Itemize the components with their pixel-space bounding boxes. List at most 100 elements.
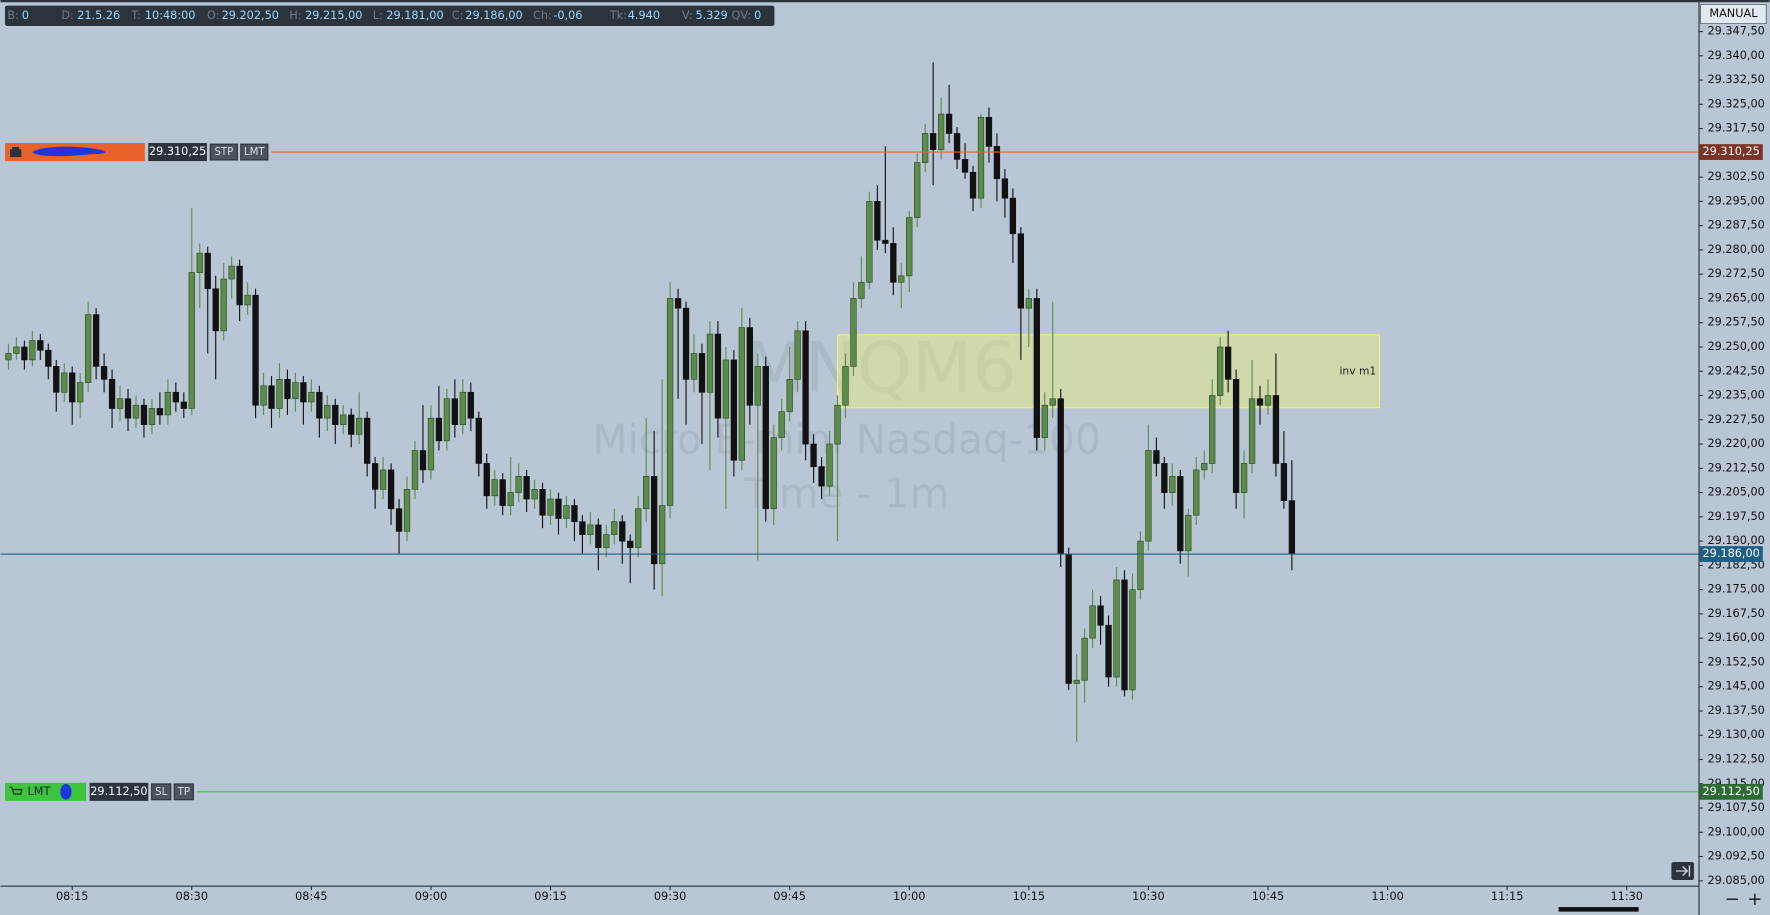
candle-body — [451, 398, 459, 425]
order-button[interactable] — [173, 783, 194, 801]
candle-body — [13, 346, 20, 354]
y-tick-label: 29.325,00 — [1707, 97, 1764, 110]
candle-body — [268, 385, 275, 409]
candle-body — [475, 417, 482, 464]
info-label: T: — [130, 9, 140, 22]
candle-body — [658, 505, 666, 565]
candle-body — [1288, 500, 1296, 555]
y-tick-label: 29.287,50 — [1707, 219, 1764, 232]
y-tick-label: 29.197,50 — [1707, 510, 1764, 523]
y-tick-label: 29.265,00 — [1707, 291, 1764, 304]
candle-body — [714, 333, 722, 419]
order-price-tag — [1699, 144, 1763, 160]
candle-body — [914, 162, 921, 218]
mode-box[interactable] — [1700, 4, 1767, 24]
x-tick-label: 08:30 — [176, 890, 208, 903]
candle-body — [507, 492, 514, 506]
order-price[interactable]: 29.310,25 — [149, 145, 206, 158]
y-tick-label: 29.332,50 — [1707, 73, 1764, 86]
candle-body — [292, 382, 299, 400]
candle-body — [1232, 379, 1240, 493]
order-button-label[interactable]: LMT — [244, 147, 265, 158]
candle-body — [866, 201, 873, 283]
y-tick-label: 29.227,50 — [1707, 413, 1764, 426]
y-tick-label: 29.280,00 — [1707, 243, 1764, 256]
y-tick-label: 29.092,50 — [1707, 850, 1764, 863]
info-value: 0 — [22, 9, 29, 22]
watermark-description: Micro E-mini Nasdaq-100 — [592, 415, 1100, 463]
candle-body — [1137, 540, 1144, 590]
candle-body — [786, 379, 793, 413]
scrollbar[interactable] — [1558, 907, 1639, 912]
scroll-icon — [1675, 865, 1691, 877]
mode-label[interactable]: MANUAL — [1709, 7, 1758, 20]
info-value: 10:48:00 — [145, 9, 196, 22]
candle-body — [1049, 398, 1056, 406]
order-price-box[interactable] — [148, 143, 207, 162]
order-button[interactable] — [209, 143, 238, 161]
candle-body — [555, 498, 562, 519]
info-label: L: — [373, 9, 383, 22]
candle-body — [1009, 197, 1017, 235]
candle-body — [898, 275, 905, 283]
candle-body — [1089, 605, 1096, 639]
candle-body — [435, 417, 443, 442]
candle-body — [635, 508, 642, 548]
candle-body — [244, 294, 251, 306]
candle-body — [945, 113, 953, 134]
candle-body — [324, 404, 331, 419]
order-price-tag — [1699, 783, 1763, 800]
info-value: -0,06 — [553, 9, 582, 22]
order-button-label[interactable]: STP — [214, 147, 233, 158]
candle-body — [738, 327, 746, 461]
order-button[interactable] — [240, 143, 269, 161]
candle-body — [69, 372, 76, 403]
candle-body — [858, 281, 865, 299]
candle-body — [1065, 553, 1072, 684]
last-price-label: 29.186,00 — [1703, 547, 1760, 560]
candle-body — [674, 298, 682, 309]
candle-body — [762, 366, 769, 510]
info-label: QV: — [732, 9, 751, 22]
candle-body — [818, 466, 825, 487]
candle-body — [172, 391, 180, 403]
candle-body — [124, 398, 132, 419]
candle-body — [539, 489, 546, 516]
zoom-controls[interactable] — [1726, 893, 1761, 905]
order-label[interactable]: LMT — [28, 785, 51, 798]
candle-body — [1105, 624, 1112, 678]
y-tick-label: 29.107,50 — [1707, 801, 1764, 814]
candle-body — [595, 524, 602, 548]
info-value: 5.329 — [695, 9, 727, 22]
order-price[interactable]: 29.112,50 — [90, 785, 147, 798]
order-button-label[interactable]: TP — [177, 787, 190, 798]
candle-body — [650, 476, 658, 565]
info-label: V: — [682, 9, 693, 22]
candle-body — [579, 521, 586, 535]
candle-body — [1272, 395, 1280, 464]
zone[interactable] — [836, 334, 1381, 409]
x-tick-label: 11:00 — [1371, 890, 1403, 903]
x-tick-label: 09:00 — [415, 890, 447, 903]
candle-body — [483, 463, 490, 497]
order-price-box[interactable] — [89, 782, 149, 801]
x-tick-label: 10:00 — [893, 890, 925, 903]
candle-body — [300, 382, 307, 403]
y-tick-label: 29.257,50 — [1707, 316, 1764, 329]
candle-body — [722, 359, 730, 419]
redacted-name — [32, 146, 106, 157]
candle-body — [1264, 395, 1272, 406]
candle-body — [427, 417, 435, 471]
candle-body — [682, 307, 690, 380]
y-tick-label: 29.167,50 — [1707, 607, 1764, 620]
y-tick-label: 29.302,50 — [1707, 170, 1764, 183]
candle-body — [220, 278, 227, 332]
y-tick-label: 29.235,00 — [1707, 389, 1764, 402]
info-value: 21.5.26 — [77, 9, 120, 22]
order-button[interactable] — [151, 783, 172, 801]
candle-body — [794, 330, 801, 380]
order-button-label[interactable]: SL — [155, 787, 167, 798]
candle-body — [890, 243, 897, 283]
candle-body — [77, 382, 84, 403]
plot: inv m1 — [5, 62, 1381, 742]
